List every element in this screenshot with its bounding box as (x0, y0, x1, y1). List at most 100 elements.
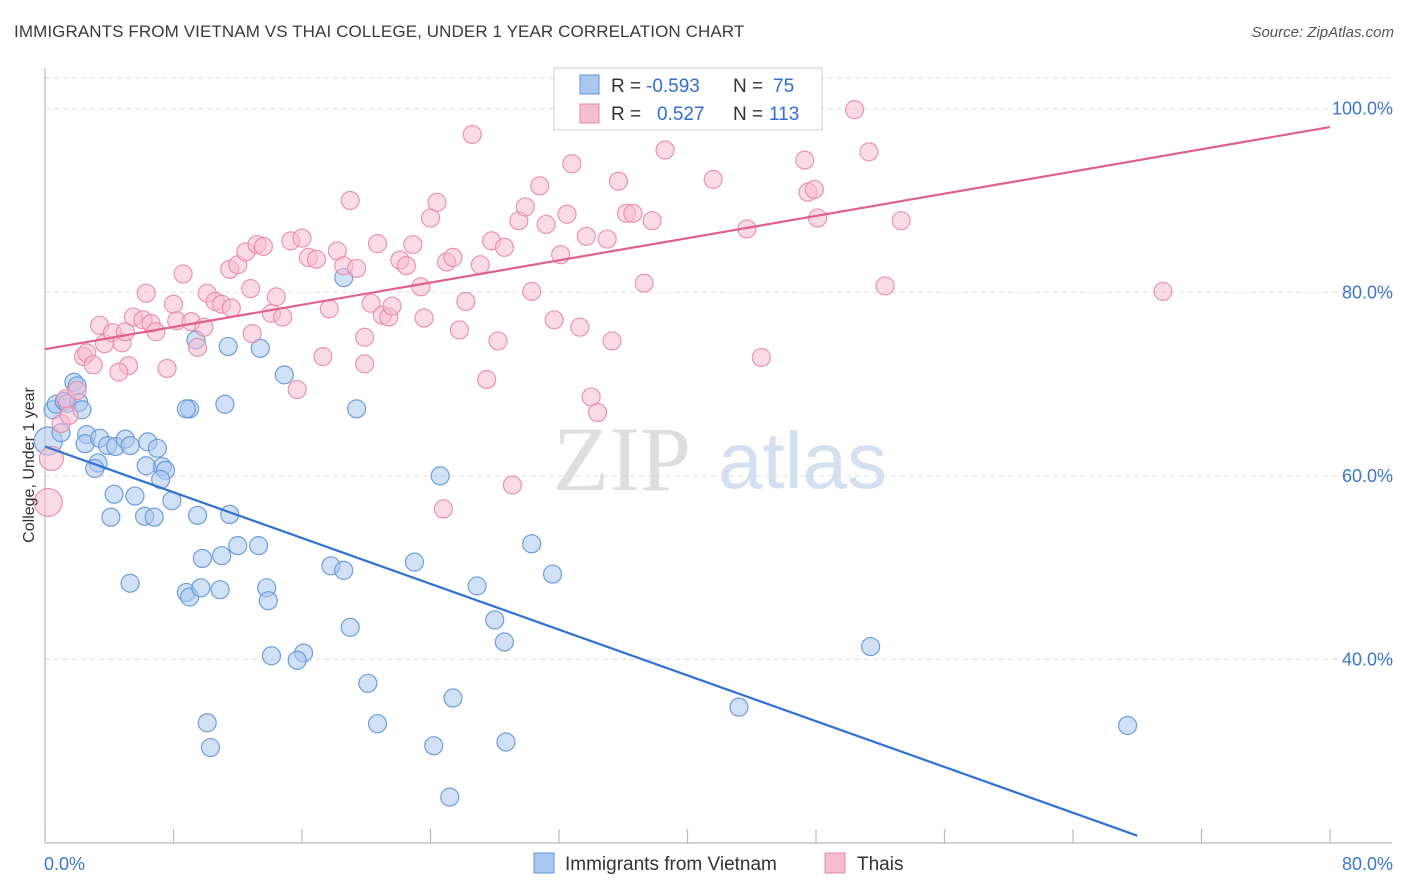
source-label: Source: ZipAtlas.com (1251, 24, 1394, 41)
vietnam-point (358, 673, 378, 693)
thais-point (163, 294, 184, 314)
vietnam-point (274, 365, 294, 385)
vietnam-point (522, 534, 542, 554)
thais-point (634, 273, 654, 293)
vietnam-point (228, 536, 248, 556)
thais-point (355, 327, 375, 347)
vietnam-point (187, 505, 208, 525)
thais-point (488, 331, 508, 351)
y-tick-label: 100.0% (1332, 99, 1393, 119)
vietnam-point (250, 338, 270, 358)
vietnam-point (147, 438, 168, 458)
vietnam-point (101, 507, 121, 527)
vietnam-point (347, 399, 367, 419)
vietnam-point (191, 578, 211, 598)
vietnam-point (430, 466, 450, 486)
grid-lines (45, 77, 1392, 660)
vietnam-point (467, 576, 487, 596)
thais-point (242, 323, 262, 344)
y-axis-label: College, Under 1 year (21, 387, 38, 543)
vietnam-point (340, 617, 360, 637)
legend-r-value-vietnam: -0.593 (646, 76, 700, 97)
legend-box: R = -0.593 N = 75 R = 0.527 N = 113 (553, 67, 823, 131)
vietnam-point (200, 737, 221, 758)
thais-point (33, 487, 63, 518)
vietnam-point (496, 732, 516, 752)
chart-title: IMMIGRANTS FROM VIETNAM VS THAI COLLEGE,… (14, 22, 745, 41)
y-tick-label: 60.0% (1342, 466, 1393, 486)
vietnam-point (212, 546, 232, 566)
thais-point (173, 264, 193, 284)
thais-point (241, 279, 261, 299)
thais-point (109, 362, 129, 382)
vietnam-point (367, 714, 388, 734)
bottom-legend-label-thais: Thais (857, 854, 903, 875)
vietnam-point (485, 610, 505, 630)
vietnam-point (176, 399, 196, 419)
x-tick-label-left: 0.0% (44, 854, 85, 874)
vietnam-point (404, 552, 425, 572)
thais-point (597, 229, 617, 249)
thais-point (642, 211, 662, 231)
thais-point (38, 445, 65, 472)
thais-point (477, 369, 497, 390)
vietnam-point (215, 394, 235, 414)
vietnam-point (542, 564, 563, 584)
thais-point (157, 358, 177, 379)
thais-point (67, 380, 87, 401)
vietnam-point (249, 536, 269, 556)
vietnam-point (218, 336, 238, 357)
vietnam-point (258, 591, 278, 611)
y-tick-label: 80.0% (1342, 282, 1393, 302)
thais-point (570, 317, 590, 337)
thais-point (576, 226, 596, 246)
thais-point (396, 256, 417, 276)
thais-point (703, 169, 723, 189)
vietnam-point (443, 688, 463, 708)
thais-point (411, 277, 431, 297)
thais-point (433, 499, 453, 519)
thais-point (522, 281, 542, 301)
thais-point (319, 299, 339, 319)
vietnam-point (494, 632, 514, 652)
vietnam-point (261, 646, 282, 666)
thais-point (306, 249, 327, 269)
thais-point (557, 204, 577, 224)
thais-point (83, 355, 103, 375)
thais-point (562, 154, 582, 174)
vietnam-point (424, 736, 444, 756)
thais-point (427, 192, 447, 212)
legend-r-value-thais: 0.527 (657, 104, 705, 125)
series-vietnam-points (33, 268, 1138, 807)
thais-point (844, 100, 865, 120)
thais-point (347, 258, 367, 279)
x-tick-label-right: 80.0% (1342, 854, 1393, 874)
thais-point (751, 347, 771, 368)
y-tick-label: 40.0% (1342, 649, 1393, 669)
legend-n-label-thais: N = (733, 104, 763, 125)
thais-point (443, 247, 463, 268)
thais-point (530, 176, 550, 196)
thais-point (136, 283, 156, 303)
vietnam-point (334, 560, 354, 580)
thais-point (414, 308, 434, 328)
vietnam-point (192, 548, 213, 569)
vietnam-point (136, 456, 156, 476)
tick-labels: 40.0% 60.0% 80.0% 100.0% 0.0% 80.0% (44, 99, 1393, 874)
series-thais-points (33, 100, 1173, 519)
thais-point (456, 291, 476, 312)
thais-point (804, 179, 824, 200)
vietnam-point (287, 650, 307, 670)
thais-point (449, 320, 470, 340)
watermark-zip: ZIP (553, 408, 691, 510)
thais-point (623, 203, 643, 223)
thais-point (515, 197, 535, 217)
vietnam-point (861, 636, 881, 657)
thais-point (608, 171, 629, 191)
vietnam-point (120, 435, 140, 456)
legend-swatch-vietnam (579, 74, 600, 95)
thais-point (221, 298, 241, 318)
bottom-legend-swatch-thais (824, 852, 846, 874)
thais-point (313, 346, 333, 367)
thais-point (470, 255, 490, 275)
